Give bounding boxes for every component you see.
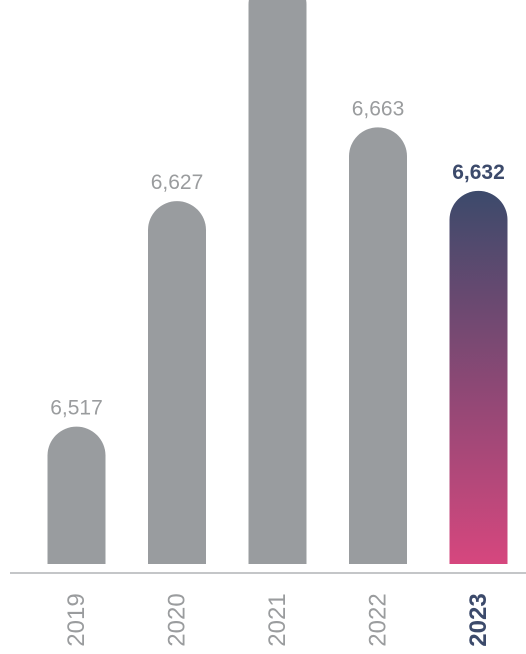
bar-2019 xyxy=(47,426,106,564)
category-label-2019: 2019 xyxy=(63,593,90,646)
value-label-2019: 6,517 xyxy=(50,397,103,420)
labels-group: 6,51720196,62720206,73720216,66320226,63… xyxy=(50,97,505,646)
category-label-2022: 2022 xyxy=(365,593,392,646)
category-label-2020: 2020 xyxy=(164,593,191,646)
bar-2022 xyxy=(349,127,407,564)
value-label-2020: 6,627 xyxy=(151,171,204,194)
bar-2023 xyxy=(449,190,508,564)
bars-group xyxy=(47,0,508,564)
value-label-2022: 6,663 xyxy=(352,97,405,120)
category-label-2023: 2023 xyxy=(465,593,492,646)
bar-2020 xyxy=(148,201,206,564)
value-label-2023: 6,632 xyxy=(452,161,505,184)
bar-2021 xyxy=(248,0,307,564)
category-label-2021: 2021 xyxy=(264,593,291,646)
